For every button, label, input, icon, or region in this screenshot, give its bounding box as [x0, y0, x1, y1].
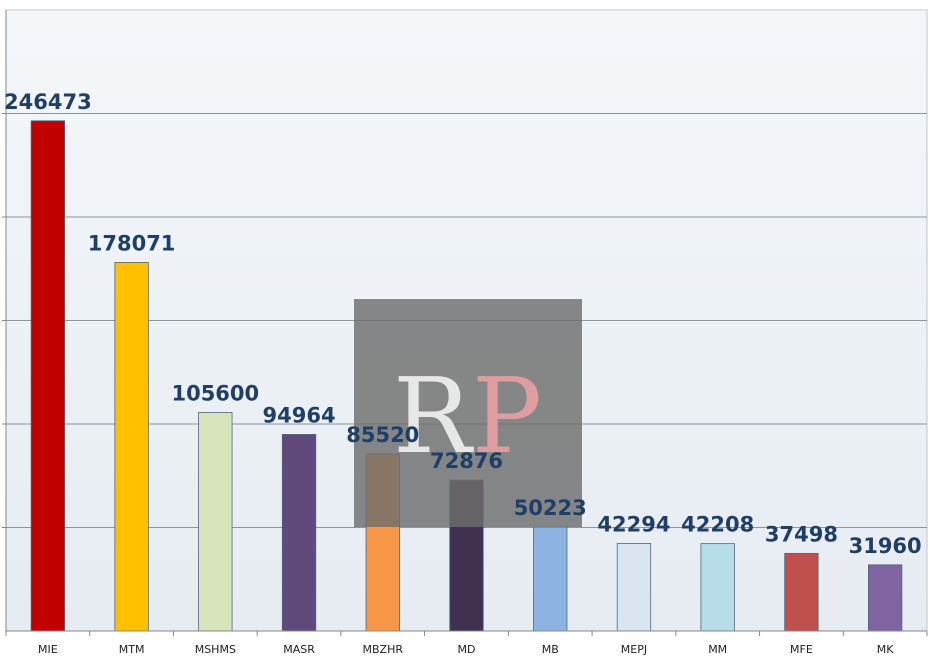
bars	[30, 120, 903, 632]
bar-mshms	[198, 412, 233, 632]
data-label-mtm: 178071	[88, 231, 176, 255]
x-label-mbzhr: MBZHR	[363, 643, 404, 656]
x-label-mepj: MEPJ	[621, 643, 647, 656]
watermark-box	[354, 299, 582, 527]
watermark-letter-p: P	[472, 355, 542, 477]
data-label-mbzhr: 85520	[346, 423, 419, 447]
bar-mie	[30, 120, 66, 632]
data-label-md: 72876	[430, 449, 503, 473]
data-label-mfe: 37498	[765, 522, 838, 546]
bar-mfe	[784, 552, 819, 632]
x-label-mm: MM	[708, 643, 727, 656]
x-label-mie: MIE	[38, 643, 58, 656]
x-label-mtm: MTM	[119, 643, 145, 656]
bar-mepj	[616, 543, 652, 632]
watermark-letter-r: R	[393, 355, 474, 477]
bar-mtm	[114, 261, 149, 632]
data-label-mshms: 105600	[171, 381, 259, 405]
data-label-mb: 50223	[514, 496, 587, 520]
bar-mk	[867, 564, 903, 632]
bar-mb	[533, 526, 568, 632]
x-label-mfe: MFE	[790, 643, 813, 656]
data-label-mm: 42208	[681, 513, 754, 537]
data-label-masr: 94964	[263, 403, 336, 427]
x-ticks	[5, 631, 928, 636]
data-label-mepj: 42294	[597, 512, 670, 536]
data-label-mk: 31960	[849, 534, 922, 558]
bar-mm	[700, 543, 735, 632]
x-label-mk: MK	[877, 643, 894, 656]
bar-masr	[281, 434, 317, 632]
x-label-md: MD	[458, 643, 476, 656]
x-axis-labels: MIE MTM MSHMS MASR MBZHR MD MB MEPJ MM MFE MK	[38, 643, 894, 656]
x-label-mb: MB	[542, 643, 559, 656]
x-label-mshms: MSHMS	[195, 643, 236, 656]
data-label-mie: 246473	[4, 90, 92, 114]
x-label-masr: MASR	[283, 643, 315, 656]
watermark: R P	[354, 299, 582, 527]
